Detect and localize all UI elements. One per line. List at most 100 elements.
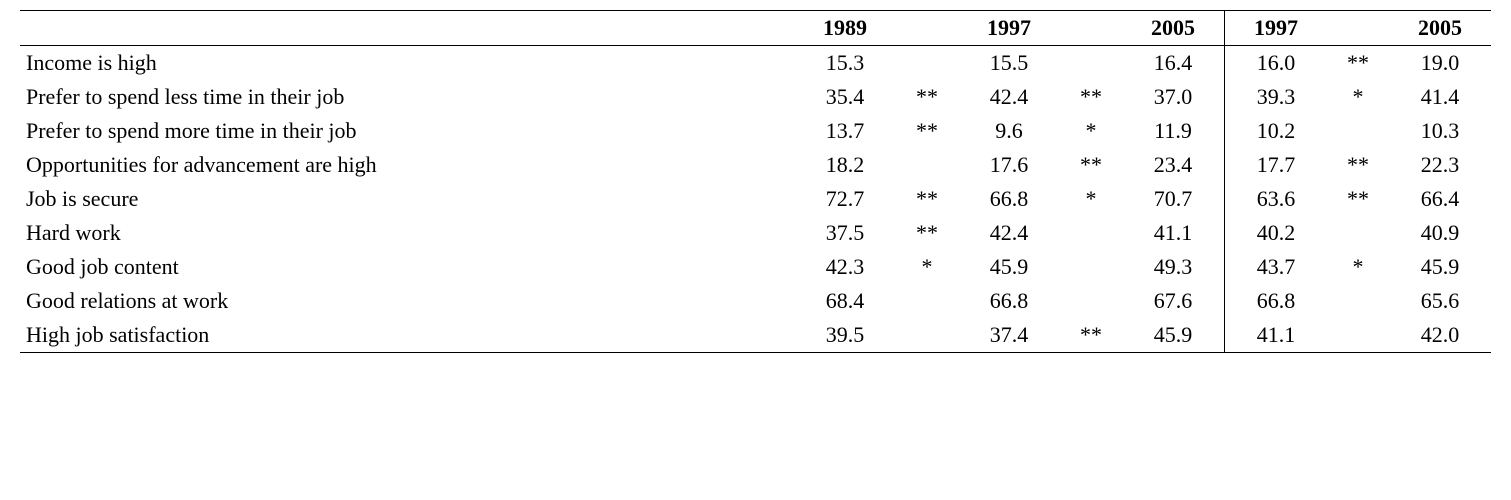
row-label: Job is secure bbox=[20, 182, 794, 216]
header-spacer bbox=[1060, 11, 1122, 46]
sig-cell bbox=[1327, 216, 1389, 250]
row-label: Prefer to spend more time in their job bbox=[20, 114, 794, 148]
sig-cell bbox=[896, 284, 958, 318]
sig-cell: * bbox=[1327, 80, 1389, 114]
value-cell: 37.0 bbox=[1122, 80, 1225, 114]
table-row: Prefer to spend less time in their job35… bbox=[20, 80, 1491, 114]
table-row: Good job content42.3*45.949.343.7*45.9 bbox=[20, 250, 1491, 284]
sig-cell: ** bbox=[1327, 148, 1389, 182]
header-2005a: 2005 bbox=[1122, 11, 1225, 46]
sig-cell: * bbox=[1060, 182, 1122, 216]
value-cell: 10.3 bbox=[1389, 114, 1491, 148]
sig-cell: ** bbox=[896, 182, 958, 216]
value-cell: 16.0 bbox=[1225, 46, 1328, 81]
value-cell: 70.7 bbox=[1122, 182, 1225, 216]
value-cell: 42.3 bbox=[794, 250, 896, 284]
value-cell: 11.9 bbox=[1122, 114, 1225, 148]
table-body: Income is high15.315.516.416.0**19.0Pref… bbox=[20, 46, 1491, 353]
value-cell: 41.4 bbox=[1389, 80, 1491, 114]
header-row: 1989 1997 2005 1997 2005 bbox=[20, 11, 1491, 46]
sig-cell bbox=[1060, 46, 1122, 81]
value-cell: 10.2 bbox=[1225, 114, 1328, 148]
value-cell: 15.3 bbox=[794, 46, 896, 81]
sig-cell: * bbox=[896, 250, 958, 284]
value-cell: 40.9 bbox=[1389, 216, 1491, 250]
value-cell: 42.0 bbox=[1389, 318, 1491, 353]
sig-cell bbox=[1060, 216, 1122, 250]
sig-cell bbox=[1327, 284, 1389, 318]
sig-cell bbox=[896, 318, 958, 353]
sig-cell bbox=[896, 148, 958, 182]
table-row: High job satisfaction39.5 37.4**45.941.1 4… bbox=[20, 318, 1491, 353]
value-cell: 45.9 bbox=[1389, 250, 1491, 284]
value-cell: 16.4 bbox=[1122, 46, 1225, 81]
value-cell: 22.3 bbox=[1389, 148, 1491, 182]
value-cell: 45.9 bbox=[1122, 318, 1225, 353]
value-cell: 42.4 bbox=[958, 216, 1060, 250]
sig-cell bbox=[1327, 114, 1389, 148]
value-cell: 72.7 bbox=[794, 182, 896, 216]
value-cell: 66.8 bbox=[958, 284, 1060, 318]
value-cell: 17.6 bbox=[958, 148, 1060, 182]
value-cell: 42.4 bbox=[958, 80, 1060, 114]
value-cell: 18.2 bbox=[794, 148, 896, 182]
row-label: High job satisfaction bbox=[20, 318, 794, 353]
value-cell: 45.9 bbox=[958, 250, 1060, 284]
table-row: Prefer to spend more time in their job13… bbox=[20, 114, 1491, 148]
value-cell: 43.7 bbox=[1225, 250, 1328, 284]
sig-cell bbox=[1060, 284, 1122, 318]
sig-cell: ** bbox=[1327, 46, 1389, 81]
sig-cell bbox=[896, 46, 958, 81]
row-label: Good relations at work bbox=[20, 284, 794, 318]
sig-cell: ** bbox=[1060, 148, 1122, 182]
sig-cell: ** bbox=[1060, 80, 1122, 114]
row-label: Good job content bbox=[20, 250, 794, 284]
row-label: Opportunities for advancement are high bbox=[20, 148, 794, 182]
value-cell: 39.3 bbox=[1225, 80, 1328, 114]
sig-cell bbox=[1060, 250, 1122, 284]
row-label: Hard work bbox=[20, 216, 794, 250]
value-cell: 19.0 bbox=[1389, 46, 1491, 81]
header-2005b: 2005 bbox=[1389, 11, 1491, 46]
table-row: Hard work37.5**42.4 41.140.2 40.9 bbox=[20, 216, 1491, 250]
header-spacer bbox=[1327, 11, 1389, 46]
sig-cell: ** bbox=[896, 216, 958, 250]
table-row: Opportunities for advancement are high18… bbox=[20, 148, 1491, 182]
row-label: Prefer to spend less time in their job bbox=[20, 80, 794, 114]
header-1997a: 1997 bbox=[958, 11, 1060, 46]
header-blank bbox=[20, 11, 794, 46]
value-cell: 35.4 bbox=[794, 80, 896, 114]
table-row: Job is secure72.7**66.8*70.763.6**66.4 bbox=[20, 182, 1491, 216]
value-cell: 65.6 bbox=[1389, 284, 1491, 318]
value-cell: 66.4 bbox=[1389, 182, 1491, 216]
value-cell: 37.5 bbox=[794, 216, 896, 250]
value-cell: 17.7 bbox=[1225, 148, 1328, 182]
sig-cell: ** bbox=[1327, 182, 1389, 216]
header-spacer bbox=[896, 11, 958, 46]
row-label: Income is high bbox=[20, 46, 794, 81]
sig-cell: ** bbox=[1060, 318, 1122, 353]
sig-cell: * bbox=[1060, 114, 1122, 148]
value-cell: 40.2 bbox=[1225, 216, 1328, 250]
table-row: Good relations at work68.466.867.666.865… bbox=[20, 284, 1491, 318]
value-cell: 67.6 bbox=[1122, 284, 1225, 318]
value-cell: 23.4 bbox=[1122, 148, 1225, 182]
value-cell: 68.4 bbox=[794, 284, 896, 318]
value-cell: 13.7 bbox=[794, 114, 896, 148]
value-cell: 37.4 bbox=[958, 318, 1060, 353]
value-cell: 41.1 bbox=[1122, 216, 1225, 250]
value-cell: 15.5 bbox=[958, 46, 1060, 81]
value-cell: 41.1 bbox=[1225, 318, 1328, 353]
header-1997b: 1997 bbox=[1225, 11, 1328, 46]
value-cell: 9.6 bbox=[958, 114, 1060, 148]
data-table: 1989 1997 2005 1997 2005 Income is high1… bbox=[20, 10, 1491, 353]
value-cell: 39.5 bbox=[794, 318, 896, 353]
value-cell: 63.6 bbox=[1225, 182, 1328, 216]
value-cell: 49.3 bbox=[1122, 250, 1225, 284]
value-cell: 66.8 bbox=[958, 182, 1060, 216]
table-row: Income is high15.3 15.5 16.416.0**19.0 bbox=[20, 46, 1491, 81]
sig-cell bbox=[1327, 318, 1389, 353]
header-1989: 1989 bbox=[794, 11, 896, 46]
sig-cell: ** bbox=[896, 114, 958, 148]
sig-cell: ** bbox=[896, 80, 958, 114]
